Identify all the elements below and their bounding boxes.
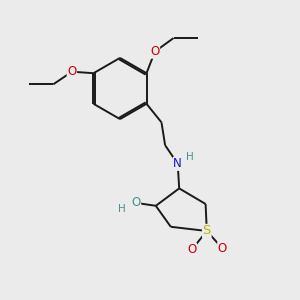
Text: H: H [118, 204, 125, 214]
Text: O: O [218, 242, 227, 255]
Text: O: O [187, 243, 196, 256]
Text: H: H [186, 152, 194, 162]
Text: O: O [150, 45, 160, 58]
Text: N: N [173, 157, 182, 170]
Text: O: O [131, 196, 141, 209]
Text: O: O [67, 65, 76, 78]
Text: S: S [202, 224, 211, 238]
